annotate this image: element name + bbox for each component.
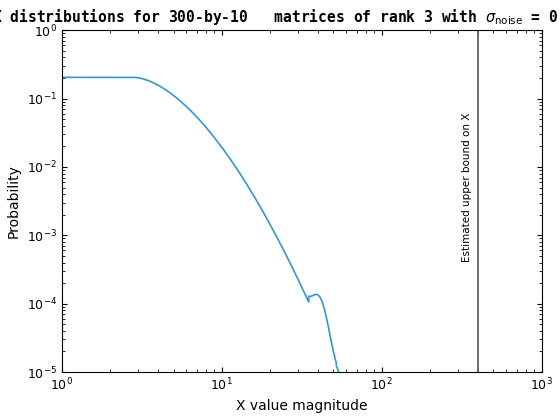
Y-axis label: Probability: Probability [7, 164, 21, 238]
Text: Estimated upper bound on X: Estimated upper bound on X [462, 113, 472, 262]
X-axis label: X value magnitude: X value magnitude [236, 399, 367, 413]
Title: X distributions for 300-by-10   matrices of rank 3 with $\sigma_{\mathrm{noise}}: X distributions for 300-by-10 matrices o… [0, 7, 560, 27]
